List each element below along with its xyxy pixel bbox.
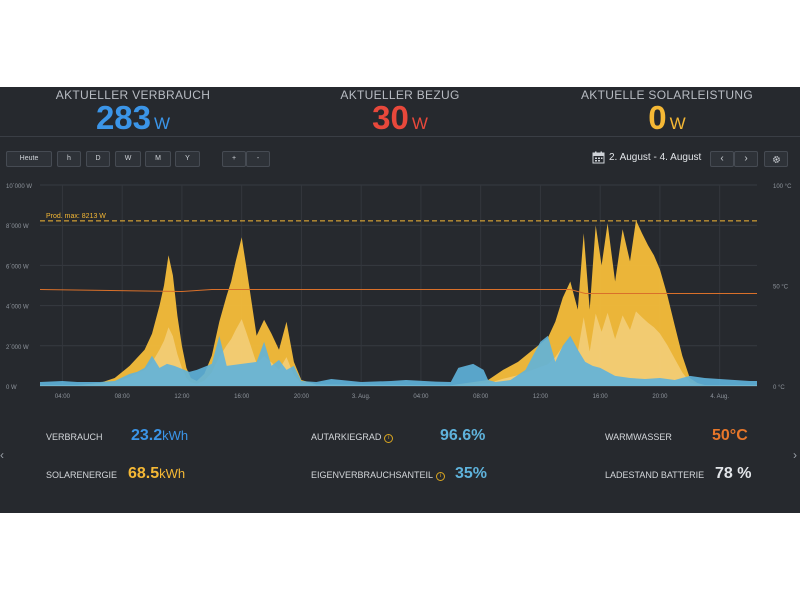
- stat-label-text: AUTARKIEGRAD: [311, 432, 382, 442]
- kpi-label: AKTUELLER VERBRAUCH: [55, 88, 211, 102]
- x-tick-label: 12:00: [174, 394, 190, 400]
- x-tick-label: 20:00: [294, 394, 310, 400]
- stat-label: SOLARENERGIE: [46, 470, 118, 480]
- stat-number: 68.5: [128, 465, 160, 482]
- y-tick-label: 6´000 W: [6, 264, 29, 270]
- previous-period-button[interactable]: ‹: [710, 151, 734, 167]
- energy-chart[interactable]: 0 W 2´000 W 4´000 W 6´000 W 8´000 W 10´000 W 0…: [0, 177, 800, 495]
- x-tick-label: 12:00: [533, 394, 549, 400]
- stat-value: 35%: [455, 465, 487, 483]
- y2-tick-label: 50 °C: [773, 285, 789, 291]
- stat-number: 50: [712, 427, 730, 444]
- settings-button[interactable]: [764, 151, 788, 167]
- stat-label-text: EIGENVERBRAUCHSANTEIL: [311, 470, 434, 480]
- divider: [0, 136, 800, 137]
- y-tick-label: 10´000 W: [6, 184, 32, 190]
- next-period-button[interactable]: ›: [734, 151, 758, 167]
- stat-number: 96.6%: [440, 427, 486, 444]
- prod-max-label: Prod. max: 8213 W: [46, 213, 106, 220]
- stat-number: 35%: [455, 465, 488, 482]
- range-month-button[interactable]: M: [145, 151, 171, 167]
- y-tick-label: 0 W: [6, 385, 17, 391]
- stat-label: EIGENVERBRAUCHSANTEIL i: [311, 470, 446, 481]
- series-consumption-area: [40, 335, 757, 386]
- stat-unit: °C: [729, 427, 748, 444]
- x-tick-label: 16:00: [593, 394, 609, 400]
- info-icon[interactable]: i: [384, 434, 394, 443]
- stat-value: 96.6%: [440, 427, 485, 445]
- kpi-number: 30: [372, 99, 409, 136]
- kpi-value: 283 W: [0, 99, 266, 141]
- stat-label: LADESTAND BATTERIE: [605, 470, 705, 480]
- range-week-button[interactable]: W: [115, 151, 141, 167]
- chart-labels: 0 W 2´000 W 4´000 W 6´000 W 8´000 W 10´000 W 0…: [6, 184, 792, 400]
- kpi-label: AKTUELLE SOLARLEISTUNG: [581, 88, 753, 102]
- y2-tick-label: 100 °C: [773, 184, 792, 190]
- y-tick-label: 2´000 W: [6, 345, 29, 351]
- chart-areas: [40, 220, 757, 386]
- series-temperature-line: [39, 289, 757, 294]
- kpi-label: AKTUELLER BEZUG: [340, 88, 460, 102]
- stat-label: VERBRAUCH: [46, 432, 103, 442]
- kpi-number: 0: [648, 99, 667, 136]
- gear-icon: [772, 155, 780, 163]
- kpi-number: 283: [95, 99, 151, 136]
- y-tick-label: 4´000 W: [6, 305, 29, 311]
- stat-unit: kWh: [162, 428, 189, 443]
- x-tick-label: 04:00: [413, 394, 429, 400]
- date-range-label[interactable]: 2. August - 4. August: [609, 152, 702, 163]
- y-tick-label: 8´000 W: [6, 224, 29, 230]
- info-icon[interactable]: i: [436, 472, 446, 481]
- calendar-icon[interactable]: [592, 151, 605, 164]
- zoom-out-button[interactable]: -: [246, 151, 270, 167]
- y2-tick-label: 0 °C: [773, 385, 785, 391]
- x-tick-label: 16:00: [234, 394, 250, 400]
- zoom-in-button[interactable]: +: [222, 151, 246, 167]
- stat-label: AUTARKIEGRAD i: [311, 432, 394, 443]
- today-button[interactable]: Heute: [6, 151, 52, 167]
- kpi-unit: W: [411, 114, 428, 133]
- stat-number: 23.2: [131, 427, 163, 444]
- range-year-button[interactable]: Y: [175, 151, 200, 167]
- stat-label: WARMWASSER: [605, 432, 672, 442]
- stat-value: 50°C: [712, 427, 748, 445]
- dashboard-panel: AKTUELLER VERBRAUCH 283 W AKTUELLER BEZUG…: [0, 87, 800, 513]
- chart-lines: [39, 220, 757, 294]
- range-day-button[interactable]: D: [86, 151, 110, 167]
- x-tick-label: 08:00: [115, 394, 131, 400]
- stat-value: 68.5kWh: [128, 465, 185, 483]
- x-tick-label: 4. Aug.: [710, 394, 729, 400]
- stat-number: 78 %: [715, 465, 752, 482]
- stat-value: 23.2kWh: [131, 427, 188, 445]
- stat-value: 78 %: [715, 465, 751, 483]
- kpi-unit: W: [669, 114, 686, 133]
- range-hour-button[interactable]: h: [57, 151, 81, 167]
- x-tick-label: 20:00: [652, 394, 668, 400]
- kpi-grid-import: AKTUELLER BEZUG 30 W: [267, 87, 533, 141]
- stat-unit: kWh: [159, 466, 186, 481]
- carousel-next-arrow[interactable]: ›: [793, 448, 797, 462]
- kpi-value: 30 W: [267, 99, 533, 141]
- x-tick-label: 3. Aug.: [352, 394, 371, 400]
- carousel-prev-arrow[interactable]: ‹: [0, 448, 4, 462]
- x-tick-label: 08:00: [473, 394, 489, 400]
- x-tick-label: 04:00: [55, 394, 71, 400]
- kpi-consumption: AKTUELLER VERBRAUCH 283 W: [0, 87, 266, 141]
- kpi-unit: W: [154, 114, 171, 133]
